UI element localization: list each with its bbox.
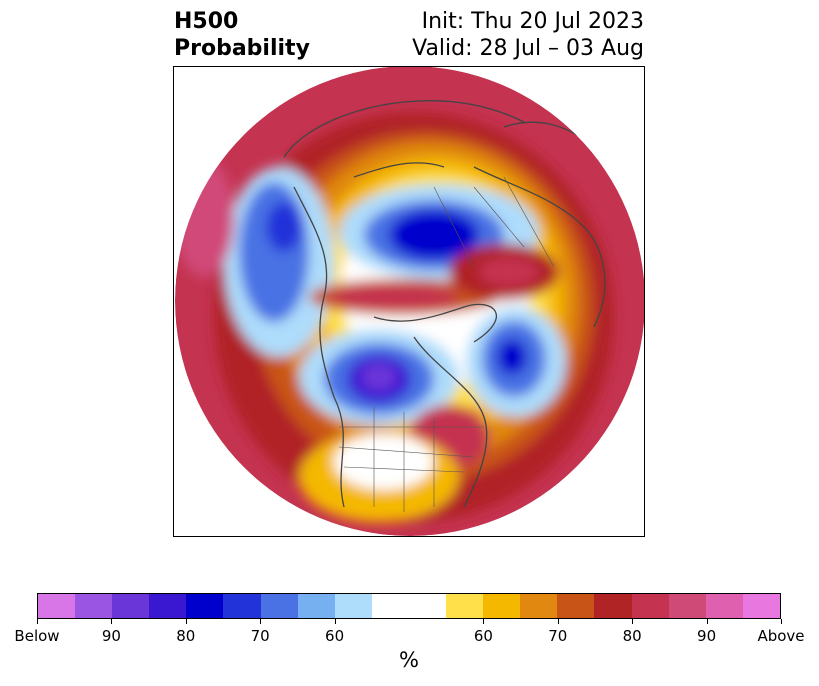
title-valid-range: Valid: 28 Jul – 03 Aug — [412, 36, 644, 61]
west-below-mid — [239, 182, 309, 322]
title-probability: Probability — [174, 36, 310, 61]
colorbar — [37, 593, 781, 619]
colorbar-segment — [75, 594, 113, 618]
south-neutral — [334, 434, 434, 490]
map-title-left: H500 Probability — [174, 8, 310, 62]
pacific-above — [175, 157, 234, 277]
colorbar-segment — [112, 594, 150, 618]
colorbar-segment — [38, 594, 76, 618]
colorbar-tick-label: 80 — [622, 627, 642, 645]
colorbar-tick-label: 60 — [473, 627, 493, 645]
probability-field — [175, 67, 644, 536]
colorbar-segment — [631, 594, 669, 618]
colorbar-tick-label: Above — [757, 627, 805, 645]
colorbar-tick — [185, 619, 187, 624]
borders — [338, 176, 555, 512]
colorbar-segment — [371, 594, 409, 618]
colorbar-segment — [334, 594, 372, 618]
colorbar-tick — [706, 619, 708, 624]
colorbar-segment — [705, 594, 743, 618]
colorbar-tick-label: 80 — [176, 627, 196, 645]
map-title-right: Init: Thu 20 Jul 2023 Valid: 28 Jul – 03… — [412, 8, 644, 62]
colorbar-segment — [446, 594, 484, 618]
pole-below-core — [389, 210, 479, 260]
colorbar-tick — [483, 619, 485, 624]
colorbar-segment — [297, 594, 335, 618]
colorbar-tick-label: 70 — [250, 627, 270, 645]
colorbar-segment — [149, 594, 187, 618]
colorbar-tick — [334, 619, 336, 624]
colorbar-tick-label: 90 — [697, 627, 717, 645]
colorbar-tick-label: 60 — [325, 627, 345, 645]
title-init-date: Init: Thu 20 Jul 2023 — [421, 9, 644, 34]
colorbar-tick — [37, 619, 38, 624]
colorbar-tick-label: 70 — [548, 627, 568, 645]
colorbar-tick-label: Below — [14, 627, 60, 645]
title-variable: H500 — [174, 9, 239, 34]
colorbar-tick — [260, 619, 262, 624]
colorbar-tick — [557, 619, 559, 624]
colorbar-tick — [632, 619, 634, 624]
canada-below-core — [361, 363, 397, 391]
colorbar-segment — [520, 594, 558, 618]
colorbar-unit-label: % — [399, 648, 419, 672]
colorbar-segment — [223, 594, 261, 618]
polar-map-svg — [175, 67, 644, 536]
coastlines — [283, 100, 606, 508]
east-above-core — [479, 257, 539, 287]
colorbar-segment — [260, 594, 298, 618]
colorbar-segment — [483, 594, 521, 618]
colorbar-segment — [186, 594, 224, 618]
colorbar-segment — [742, 594, 780, 618]
colorbar-segment — [408, 594, 447, 618]
colorbar-tick — [111, 619, 113, 624]
west-below-core — [266, 202, 302, 252]
probability-map — [173, 66, 645, 537]
colorbar-tick-label: 90 — [101, 627, 121, 645]
central-above-core — [329, 285, 459, 309]
colorbar-segment — [557, 594, 595, 618]
colorbar-tick — [781, 619, 782, 624]
colorbar-segment — [668, 594, 706, 618]
colorbar-segment — [594, 594, 632, 618]
atlantic-below-core — [497, 339, 527, 375]
